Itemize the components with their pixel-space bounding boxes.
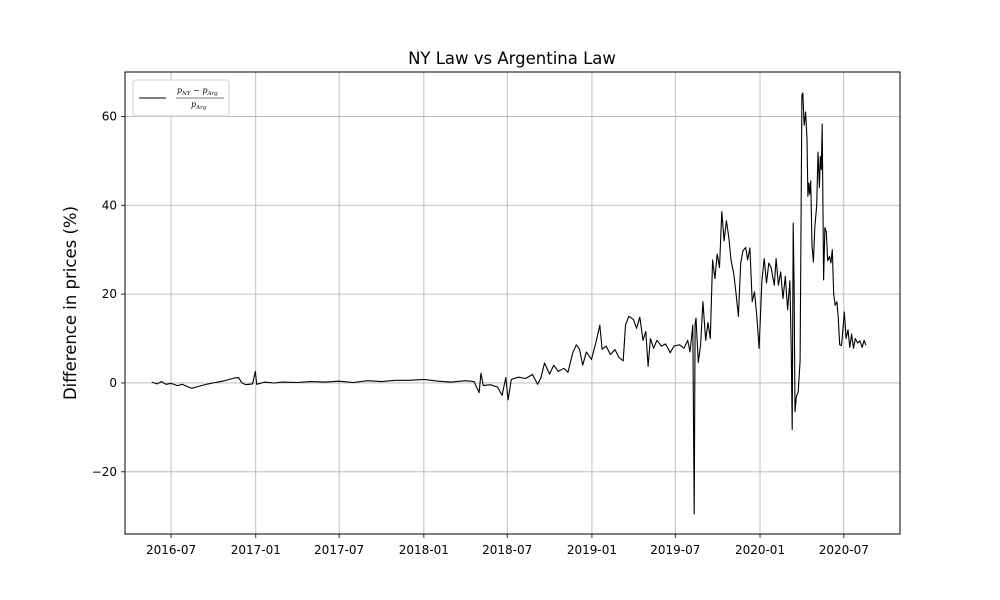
y-tick-label: 40 <box>102 198 117 212</box>
y-tick-label: 60 <box>102 109 117 123</box>
x-tick-label: 2016-07 <box>146 543 196 557</box>
x-tick-label: 2020-07 <box>819 543 869 557</box>
x-axis: 2016-07 2017-01 2017-07 2018-01 2018-07 2019-… <box>146 534 869 557</box>
y-axis-label: Difference in prices (%) <box>61 206 80 400</box>
legend: pNY − pArg pArg <box>132 79 230 117</box>
y-axis: −20 0 20 40 60 <box>92 109 125 479</box>
y-tick-label: 0 <box>109 376 117 390</box>
series-line <box>151 92 867 515</box>
y-tick-label: 20 <box>102 287 117 301</box>
y-tick-label: −20 <box>92 465 117 479</box>
x-tick-label: 2018-01 <box>399 543 449 557</box>
legend-numerator: pNY − pArg <box>177 86 218 97</box>
x-tick-label: 2017-07 <box>314 543 364 557</box>
grid <box>125 72 900 534</box>
legend-denominator: pArg <box>191 100 207 111</box>
x-tick-label: 2019-07 <box>650 543 700 557</box>
x-tick-label: 2018-07 <box>482 543 532 557</box>
x-tick-label: 2020-01 <box>735 543 785 557</box>
x-tick-label: 2017-01 <box>231 543 281 557</box>
x-tick-label: 2019-01 <box>567 543 617 557</box>
chart-title: NY Law vs Argentina Law <box>408 49 616 68</box>
plot-frame <box>124 71 901 535</box>
